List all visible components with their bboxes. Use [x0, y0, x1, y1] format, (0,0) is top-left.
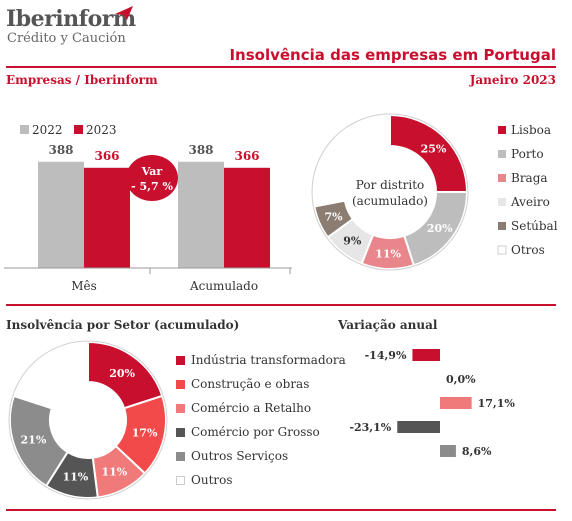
district-legend-swatch	[498, 174, 506, 182]
slice-label: 25%	[421, 143, 447, 156]
brand-tagline: Crédito y Caución	[7, 31, 126, 46]
sector-legend-item: Outros Serviços	[176, 444, 346, 468]
sector-donut-chart: 20% 17% 11% 11% 21%	[8, 340, 168, 500]
slice-label: 20%	[109, 367, 135, 380]
slice-label: 20%	[427, 222, 453, 235]
variation-bar	[397, 421, 440, 433]
slice-label: 11%	[101, 466, 127, 479]
sector-legend: Indústria transformadora Construção e obr…	[176, 348, 346, 492]
bar-value-label: 366	[234, 149, 259, 163]
sector-legend-label: Comércio por Grosso	[191, 425, 320, 439]
sector-legend-swatch	[176, 475, 185, 485]
date-label: Janeiro 2023	[469, 73, 556, 87]
district-legend-label: Aveiro	[510, 195, 550, 209]
bar-2022-1	[178, 161, 224, 268]
sector-legend-swatch	[176, 451, 185, 461]
variation-value-label: 8,6%	[462, 445, 492, 458]
variation-value-label: -14,9%	[365, 349, 407, 362]
slice-label: 11%	[375, 247, 401, 260]
district-legend-swatch	[498, 198, 506, 206]
donut-outline	[8, 340, 168, 500]
bar-2023-1	[224, 167, 270, 268]
sector-legend-swatch	[176, 379, 185, 389]
district-legend-label: Porto	[511, 147, 544, 161]
sector-legend-item: Outros	[176, 468, 346, 492]
brand-name: Iberinform	[6, 6, 136, 32]
district-legend-label: Braga	[511, 171, 548, 185]
sector-legend-label: Indústria transformadora	[191, 353, 346, 367]
variation-bar	[440, 445, 456, 457]
variation-bar-chart: -14,9% 0,0%17,1% -23,1% 8,6%	[349, 349, 516, 458]
district-legend-label: Lisboa	[511, 123, 551, 137]
middle-divider	[6, 304, 556, 306]
slice-label: 11%	[62, 471, 88, 484]
legend-swatch-2023	[74, 125, 83, 134]
district-legend-label: Otros	[511, 243, 545, 257]
slice-label: 17%	[132, 427, 158, 440]
variation-value-label: 17,1%	[478, 397, 516, 410]
legend-label-2022: 2022	[32, 123, 63, 137]
sector-legend-label: Comércio a Retalho	[191, 401, 312, 415]
sector-legend-item: Comércio por Grosso	[176, 420, 346, 444]
variation-bar	[440, 397, 472, 409]
slice-outros	[12, 340, 89, 410]
legend-label-2023: 2023	[86, 123, 117, 137]
donut-outline	[311, 113, 469, 271]
sector-legend-item: Comércio a Retalho	[176, 396, 346, 420]
variation-bar	[412, 349, 440, 361]
source-label: Empresas / Iberinform	[6, 73, 158, 87]
slice-label: 7%	[325, 210, 344, 223]
variation-value-label: 0,0%	[446, 373, 476, 386]
district-legend-swatch	[498, 150, 506, 158]
bar-value-label: 366	[94, 149, 119, 163]
sector-legend-item: Indústria transformadora	[176, 348, 346, 372]
bar-2023-0	[84, 167, 130, 268]
district-legend-swatch	[498, 222, 506, 230]
sector-legend-label: Outros	[191, 473, 233, 487]
variation-chart-title: Variação anual	[338, 318, 438, 332]
airplane-logo-icon	[115, 6, 133, 20]
district-legend-label: Setúbal	[511, 219, 558, 233]
donut-center-label-line1: Por distrito	[356, 178, 424, 192]
sector-legend-swatch	[176, 427, 185, 437]
page-title: Insolvência das empresas em Portugal	[229, 46, 556, 64]
slice-otros	[312, 113, 391, 208]
donut-center-label-line2: (acumulado)	[352, 194, 428, 208]
district-donut-chart: 25% 20% 11% 9% 7% Por distrito (acumulado) Lisb…	[311, 113, 558, 271]
category-label: Acumulado	[189, 279, 258, 293]
bar-2022-0	[38, 161, 84, 268]
sector-chart-title: Insolvência por Setor (acumulado)	[6, 318, 240, 332]
sector-legend-swatch	[176, 403, 185, 413]
category-label: Mês	[71, 279, 97, 293]
legend-swatch-2022	[20, 125, 29, 134]
sector-legend-swatch	[176, 355, 185, 365]
sector-legend-item: Construção e obras	[176, 372, 346, 396]
bar-value-label: 388	[188, 143, 213, 157]
sector-legend-label: Outros Serviços	[191, 449, 289, 463]
footer-divider	[6, 509, 556, 511]
variation-value-label: -23,1%	[349, 421, 391, 434]
slice-label: 9%	[343, 235, 362, 248]
district-legend-swatch	[497, 245, 507, 255]
bar-chart: 2022 2023 388 366 Mês 388 366 Acumulado Var - 5,7…	[4, 123, 292, 293]
variation-badge-line2: - 5,7 %	[131, 180, 173, 193]
sector-legend-label: Construção e obras	[191, 377, 310, 391]
bar-value-label: 388	[48, 143, 73, 157]
variation-badge-line1: Var	[141, 165, 163, 178]
slice-label: 21%	[21, 434, 47, 447]
variation-badge	[126, 155, 178, 201]
header-divider	[6, 66, 556, 68]
district-legend-swatch	[498, 126, 506, 134]
